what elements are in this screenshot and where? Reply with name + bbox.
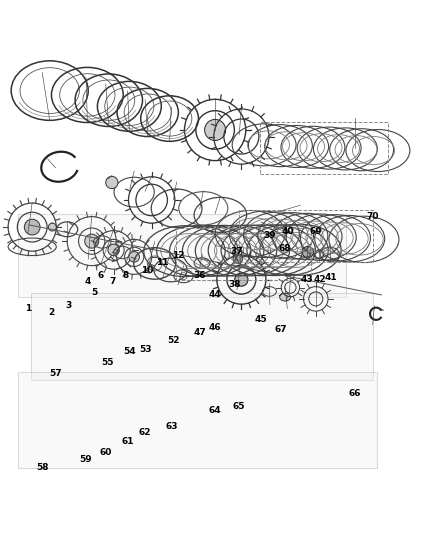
Text: 11: 11 [156,257,169,266]
Circle shape [129,252,139,262]
Bar [18,214,346,297]
Circle shape [233,254,242,263]
Circle shape [85,234,99,248]
Text: 7: 7 [109,277,115,286]
Bar [239,211,372,262]
Text: 45: 45 [254,314,267,324]
Circle shape [301,246,313,258]
Text: 53: 53 [138,345,151,354]
Circle shape [24,219,40,235]
Text: 6: 6 [97,271,103,280]
Text: 47: 47 [193,328,206,337]
Text: 4: 4 [85,277,91,286]
Text: 37: 37 [230,247,243,256]
Text: 66: 66 [348,389,360,398]
Text: 3: 3 [65,301,71,310]
Circle shape [234,273,247,286]
Text: 43: 43 [300,275,313,284]
Text: 65: 65 [233,402,245,411]
Text: 8: 8 [122,271,128,280]
Text: 61: 61 [121,437,134,446]
Circle shape [108,244,119,255]
Text: 44: 44 [208,290,221,300]
Circle shape [48,223,56,231]
Text: 60: 60 [99,448,112,457]
Bar [259,122,387,174]
Bar [31,293,372,380]
Ellipse shape [279,293,290,301]
Text: 70: 70 [366,212,378,221]
Text: 63: 63 [165,422,177,431]
Text: 69: 69 [309,227,321,236]
Text: 40: 40 [280,227,293,236]
Circle shape [106,176,118,189]
Text: 38: 38 [228,279,240,288]
Text: 41: 41 [324,273,337,282]
Text: 2: 2 [48,308,54,317]
Text: 42: 42 [313,275,326,284]
Text: 55: 55 [102,358,114,367]
Text: 36: 36 [193,271,205,280]
Circle shape [204,119,225,141]
Text: 52: 52 [167,336,180,345]
Text: 1: 1 [25,304,31,312]
Text: 67: 67 [274,326,286,334]
Text: 10: 10 [141,266,153,276]
Text: 62: 62 [138,429,151,437]
Text: 57: 57 [49,369,62,378]
Text: 58: 58 [36,463,49,472]
Text: 59: 59 [80,455,92,464]
Text: 54: 54 [123,348,136,357]
Text: 68: 68 [278,245,291,254]
Bar [18,372,376,468]
Bar [175,228,311,280]
Text: 46: 46 [208,324,221,332]
Text: 5: 5 [92,288,98,297]
Text: 12: 12 [171,251,184,260]
Text: 39: 39 [263,231,276,240]
Text: 64: 64 [208,406,221,415]
